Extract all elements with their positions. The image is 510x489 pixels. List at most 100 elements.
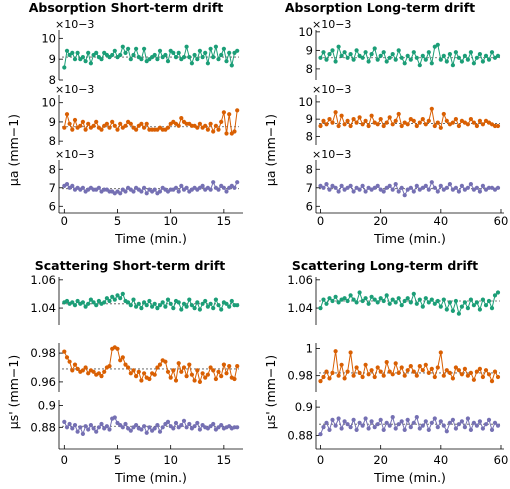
data-point xyxy=(348,183,353,188)
data-point xyxy=(333,423,338,428)
data-point xyxy=(450,63,455,68)
data-point xyxy=(333,294,338,299)
data-point xyxy=(211,368,216,373)
data-point xyxy=(342,122,347,127)
data-point xyxy=(420,185,425,190)
data-point xyxy=(176,189,181,194)
y-tick-label: 9 xyxy=(306,43,313,57)
data-point xyxy=(399,303,404,308)
data-point xyxy=(195,368,200,373)
y-tick-label: 8 xyxy=(306,129,313,143)
data-point xyxy=(88,423,93,428)
data-point xyxy=(318,55,323,60)
data-point xyxy=(468,182,473,187)
data-point xyxy=(157,189,163,194)
data-point xyxy=(123,50,128,56)
data-point xyxy=(414,123,419,129)
data-point xyxy=(480,183,485,188)
data-point xyxy=(142,300,147,305)
data-point xyxy=(435,120,440,125)
data-point xyxy=(224,59,229,64)
data-point xyxy=(110,119,115,124)
data-point xyxy=(165,297,171,302)
data-point xyxy=(468,297,473,302)
data-point xyxy=(441,423,446,428)
data-point xyxy=(70,183,75,188)
data-point xyxy=(456,189,461,194)
data-point xyxy=(107,364,112,369)
data-point xyxy=(112,415,117,420)
data-point xyxy=(195,420,200,426)
data-point xyxy=(474,369,479,374)
data-point xyxy=(423,122,428,127)
data-point xyxy=(163,359,168,364)
data-point xyxy=(80,185,85,190)
data-point xyxy=(205,127,210,132)
x-axis-label: Time (min.) xyxy=(373,231,446,246)
data-point xyxy=(384,420,389,425)
data-point xyxy=(187,421,192,427)
data-point xyxy=(80,55,85,60)
data-point xyxy=(372,185,377,190)
data-point xyxy=(187,55,192,60)
data-point xyxy=(227,304,232,309)
data-point xyxy=(345,422,350,427)
data-point xyxy=(492,123,498,129)
data-point xyxy=(216,303,221,308)
data-point xyxy=(366,123,371,129)
data-point xyxy=(203,50,208,56)
data-point xyxy=(86,301,91,306)
y-tick-label: 0.9 xyxy=(38,398,56,412)
data-point xyxy=(486,417,492,422)
x-tick-label: 10 xyxy=(163,214,178,228)
data-point xyxy=(378,53,383,59)
data-point xyxy=(444,429,449,434)
data-point xyxy=(336,373,341,378)
data-point xyxy=(342,50,347,55)
data-point xyxy=(324,182,329,187)
data-point xyxy=(393,57,398,62)
data-point xyxy=(357,187,362,192)
y-tick-label: 7 xyxy=(306,181,313,195)
data-point xyxy=(468,427,473,432)
data-point xyxy=(128,428,133,433)
data-point xyxy=(120,425,125,430)
data-point xyxy=(83,304,88,309)
data-point xyxy=(381,189,386,194)
data-point xyxy=(104,121,109,126)
data-point xyxy=(144,303,149,308)
data-point xyxy=(396,422,401,427)
data-point xyxy=(375,183,380,188)
data-point xyxy=(208,365,213,370)
data-point xyxy=(107,125,112,130)
data-point xyxy=(330,120,335,125)
x-tick-label: 0 xyxy=(61,453,68,467)
scale-multiplier: ×10−3 xyxy=(55,83,94,96)
data-point xyxy=(336,189,341,194)
data-point xyxy=(112,48,117,53)
y-tick-label: 0.98 xyxy=(287,369,313,383)
data-point xyxy=(110,294,115,299)
data-point xyxy=(219,52,224,58)
data-point xyxy=(414,55,419,60)
data-point xyxy=(459,59,464,64)
data-point xyxy=(171,50,176,56)
data-point xyxy=(227,364,232,369)
data-point xyxy=(184,304,189,309)
data-point xyxy=(102,300,107,305)
data-point xyxy=(480,122,485,127)
data-point xyxy=(423,419,428,424)
data-point xyxy=(94,50,99,56)
data-point xyxy=(333,110,338,115)
data-point xyxy=(64,182,70,187)
data-point xyxy=(184,185,189,190)
data-point xyxy=(363,296,368,301)
chart-title: Scattering Long-term drift xyxy=(292,258,478,273)
data-point xyxy=(408,425,413,430)
data-point xyxy=(387,115,392,120)
data-point xyxy=(474,123,479,129)
data-point xyxy=(163,52,168,58)
data-point xyxy=(118,121,123,126)
data-point xyxy=(216,187,221,192)
